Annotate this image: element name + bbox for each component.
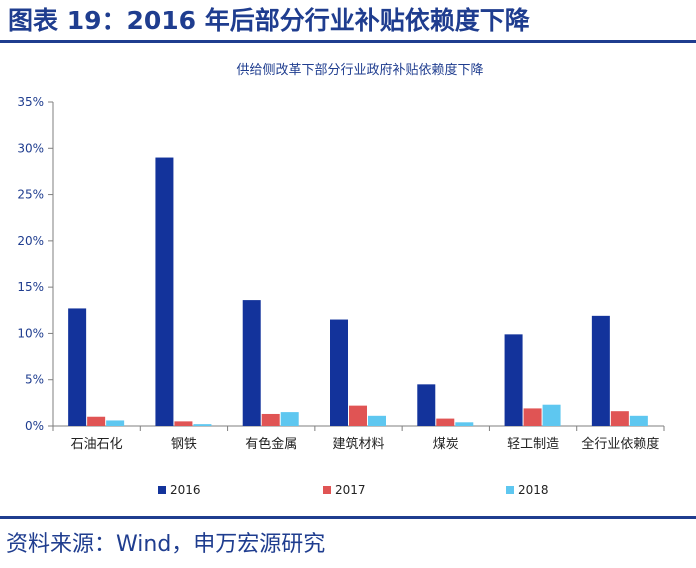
bar-2017 — [523, 408, 542, 426]
y-tick-label: 30% — [17, 141, 44, 155]
y-tick-label: 5% — [25, 373, 44, 387]
source-note: 资料来源：Wind，申万宏源研究 — [6, 532, 326, 557]
chart-title: 供给侧改革下部分行业政府补贴依赖度下降 — [236, 62, 483, 78]
bar-2016 — [330, 319, 348, 426]
header-rule — [0, 40, 696, 43]
legend-label: 2017 — [335, 483, 366, 497]
bar-2016 — [591, 315, 610, 426]
category-labels: 石油石化 钢铁 有色金属 建筑材料 煤炭 轻工制造 全行业依赖度 — [71, 436, 660, 452]
y-tick-label: 25% — [17, 188, 44, 202]
x-tick-label: 钢铁 — [171, 437, 197, 452]
bar-2017 — [87, 416, 106, 426]
bar-2016 — [417, 384, 436, 426]
bar-2016 — [504, 334, 523, 426]
x-tick-label: 轻工制造 — [507, 437, 559, 452]
bar-2018 — [280, 412, 299, 426]
y-tick-label: 10% — [17, 326, 44, 340]
bar-2017 — [261, 413, 280, 426]
bar-2018 — [629, 415, 648, 426]
x-tick-label: 有色金属 — [245, 436, 297, 452]
bar-2018 — [193, 424, 212, 426]
chart-axes: 0% 5% 10% 15% 20% 25% 30% 35% — [17, 95, 665, 433]
y-tick-label: 35% — [17, 95, 44, 109]
bar-2017 — [349, 405, 367, 426]
y-tick-label: 0% — [25, 419, 44, 433]
bar-2018 — [455, 422, 474, 426]
chart-legend: 2016 2017 2018 — [158, 483, 549, 497]
bar-2018 — [542, 404, 561, 426]
bar-2016 — [242, 300, 261, 426]
y-tick-label: 15% — [17, 280, 44, 294]
x-tick-label: 煤炭 — [433, 437, 459, 452]
bar-2018 — [106, 420, 125, 426]
legend-swatch — [506, 486, 514, 494]
bar-2018 — [368, 415, 386, 426]
bar-2016 — [68, 308, 87, 426]
figure-title: 图表 19：2016 年后部分行业补贴依赖度下降 — [8, 6, 530, 35]
bar-chart: 供给侧改革下部分行业政府补贴依赖度下降 0% 5% 10% 15% 20% 25% 30% 3… — [17, 62, 665, 497]
bar-2017 — [174, 421, 193, 426]
bar-2017 — [436, 418, 455, 426]
legend-label: 2018 — [518, 483, 549, 497]
bar-2016 — [155, 157, 174, 426]
x-tick-label: 全行业依赖度 — [581, 436, 659, 452]
y-tick-label: 20% — [17, 234, 44, 248]
legend-label: 2016 — [170, 483, 201, 497]
footer-rule — [0, 516, 696, 519]
legend-swatch — [158, 486, 166, 494]
x-tick-label: 石油石化 — [71, 437, 123, 452]
legend-swatch — [323, 486, 331, 494]
chart-bars — [68, 157, 648, 426]
x-tick-label: 建筑材料 — [332, 436, 384, 452]
bar-2017 — [610, 411, 629, 426]
